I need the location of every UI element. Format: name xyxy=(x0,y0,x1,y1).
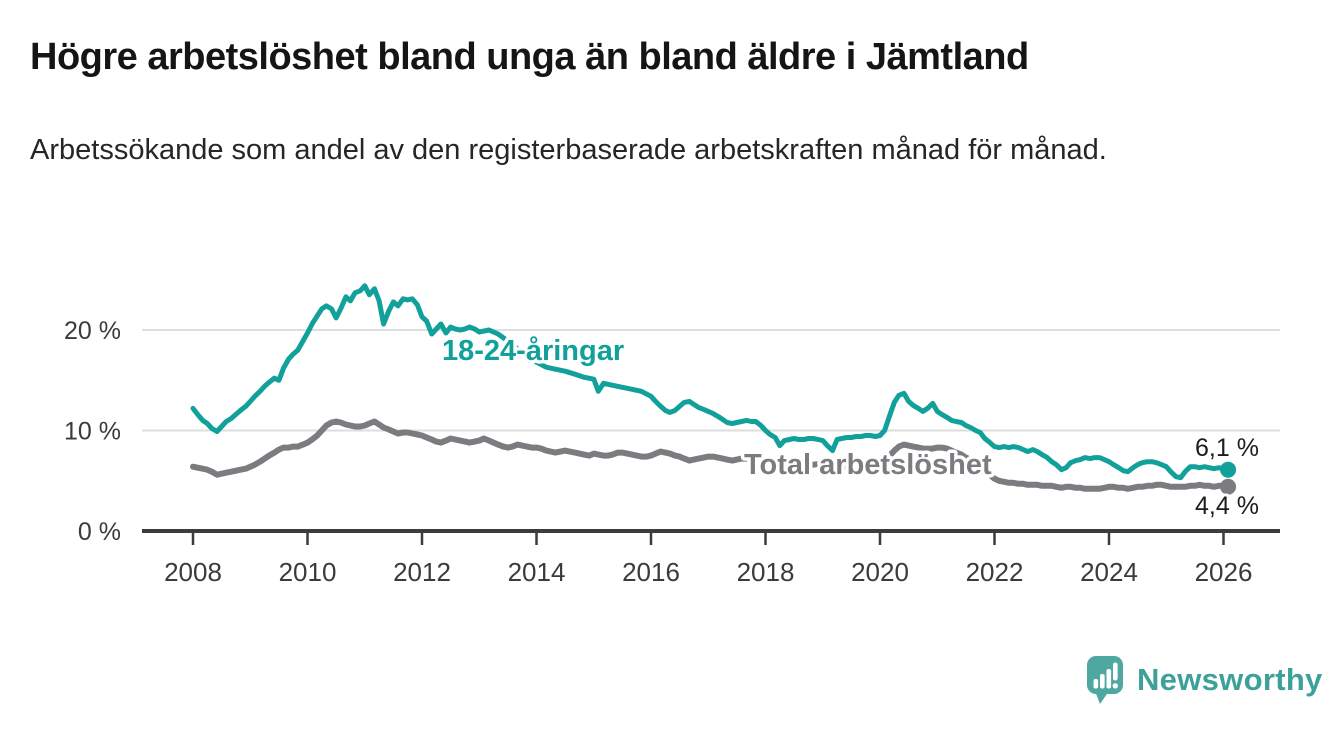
series-line-total-arbetsl-shet xyxy=(190,418,1232,492)
page-title: Högre arbetslöshet bland unga än bland ä… xyxy=(30,36,1029,78)
end-dots xyxy=(1220,461,1237,495)
series-end-dot xyxy=(1220,461,1237,478)
newsworthy-logo: Newsworthy xyxy=(1086,655,1323,705)
x-axis-tick-label: 2008 xyxy=(164,557,222,587)
x-axis-tick-label: 2010 xyxy=(279,557,337,587)
x-axis-tick-label: 2022 xyxy=(966,557,1024,587)
y-axis-tick-label: 10 % xyxy=(64,418,121,446)
gridlines xyxy=(142,329,1280,432)
y-axis-tick-label: 20 % xyxy=(64,317,121,345)
brand-wordmark: Newsworthy xyxy=(1137,662,1323,697)
x-axis-tick-label: 2024 xyxy=(1080,557,1138,587)
x-axis-tick-label: 2014 xyxy=(508,557,566,587)
x-axis-tick-label: 2020 xyxy=(851,557,909,587)
page-subtitle: Arbetssökande som andel av den registerb… xyxy=(30,134,1107,166)
x-axis-tick-label: 2016 xyxy=(622,557,680,587)
series-lines xyxy=(190,283,1232,492)
axis xyxy=(142,529,1280,545)
x-axis-tick-label: 2012 xyxy=(393,557,451,587)
x-axis-tick-label: 2026 xyxy=(1195,557,1253,587)
x-axis-tick-label: 2018 xyxy=(737,557,795,587)
end-value-label-youth: 6,1 % xyxy=(1195,434,1259,462)
series-end-dot xyxy=(1220,478,1237,495)
end-value-label-total: 4,4 % xyxy=(1195,492,1259,520)
tick-labels: 0 % 10 % 20 % 2008 2010 2012 2014 2016 2018 2020 2… xyxy=(64,317,1252,587)
series-label-youth: 18-24-åringar xyxy=(442,335,624,367)
y-axis-tick-label: 0 % xyxy=(78,518,121,546)
newsworthy-bubble-icon xyxy=(1087,656,1123,704)
series-label-total: Total arbetslöshet xyxy=(744,449,992,481)
series-line-18-24-ringar xyxy=(190,283,1231,481)
